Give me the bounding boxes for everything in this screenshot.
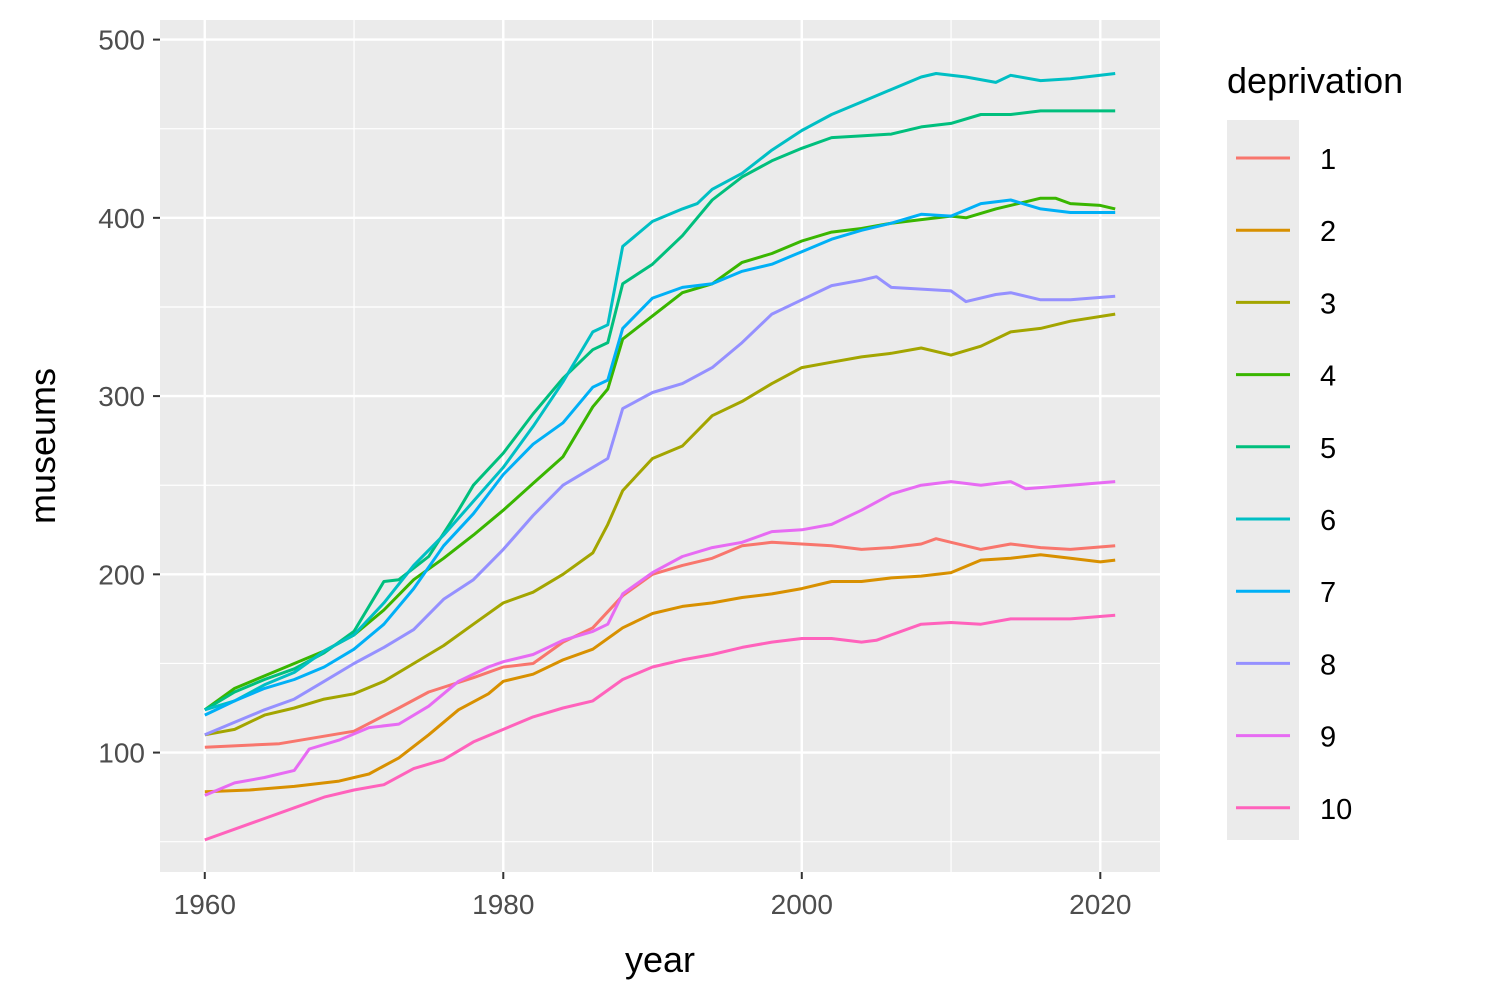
y-tick-label: 500: [98, 25, 145, 56]
x-axis-title: year: [625, 939, 695, 980]
series-line-9: [204, 480, 1116, 797]
legend-label-9: 9: [1320, 722, 1336, 754]
series-line-8: [204, 275, 1116, 737]
legend-title: deprivation: [1227, 60, 1403, 101]
y-axis-title: museums: [22, 368, 63, 524]
series-line-7: [204, 198, 1116, 717]
legend-label-1: 1: [1320, 144, 1336, 176]
legend-label-3: 3: [1320, 288, 1336, 320]
series-line-5: [204, 109, 1116, 712]
legend-label-5: 5: [1320, 433, 1336, 465]
panel-background: [160, 20, 1160, 872]
x-tick-label: 1960: [174, 889, 236, 920]
series-lines: [203, 72, 1116, 842]
series-line-6: [204, 72, 1116, 712]
legend: deprivation 1 2 3 4 5 6 7 8 9 10: [1227, 60, 1403, 840]
y-tick-label: 300: [98, 381, 145, 412]
series-line-10: [204, 613, 1116, 842]
y-tick-label: 200: [98, 559, 145, 590]
series-line-2: [204, 553, 1116, 794]
series-line-4: [203, 196, 1116, 712]
minor-gridlines: [160, 20, 1160, 872]
legend-label-7: 7: [1320, 577, 1336, 609]
x-tick-label: 1980: [472, 889, 534, 920]
y-tick-label: 100: [98, 738, 145, 769]
x-tick-label: 2000: [771, 889, 833, 920]
x-axis: 1960 1980 2000 2020: [174, 872, 1131, 920]
legend-label-8: 8: [1320, 649, 1336, 681]
legend-label-6: 6: [1320, 505, 1336, 537]
y-axis: 100 200 300 400 500: [98, 25, 160, 769]
y-tick-label: 400: [98, 203, 145, 234]
legend-label-4: 4: [1320, 361, 1336, 393]
series-line-1: [204, 537, 1116, 749]
legend-label-2: 2: [1320, 216, 1336, 248]
x-tick-label: 2020: [1069, 889, 1131, 920]
legend-label-10: 10: [1320, 794, 1352, 826]
legend-key-background: [1227, 120, 1299, 840]
series-line-3: [204, 312, 1116, 737]
